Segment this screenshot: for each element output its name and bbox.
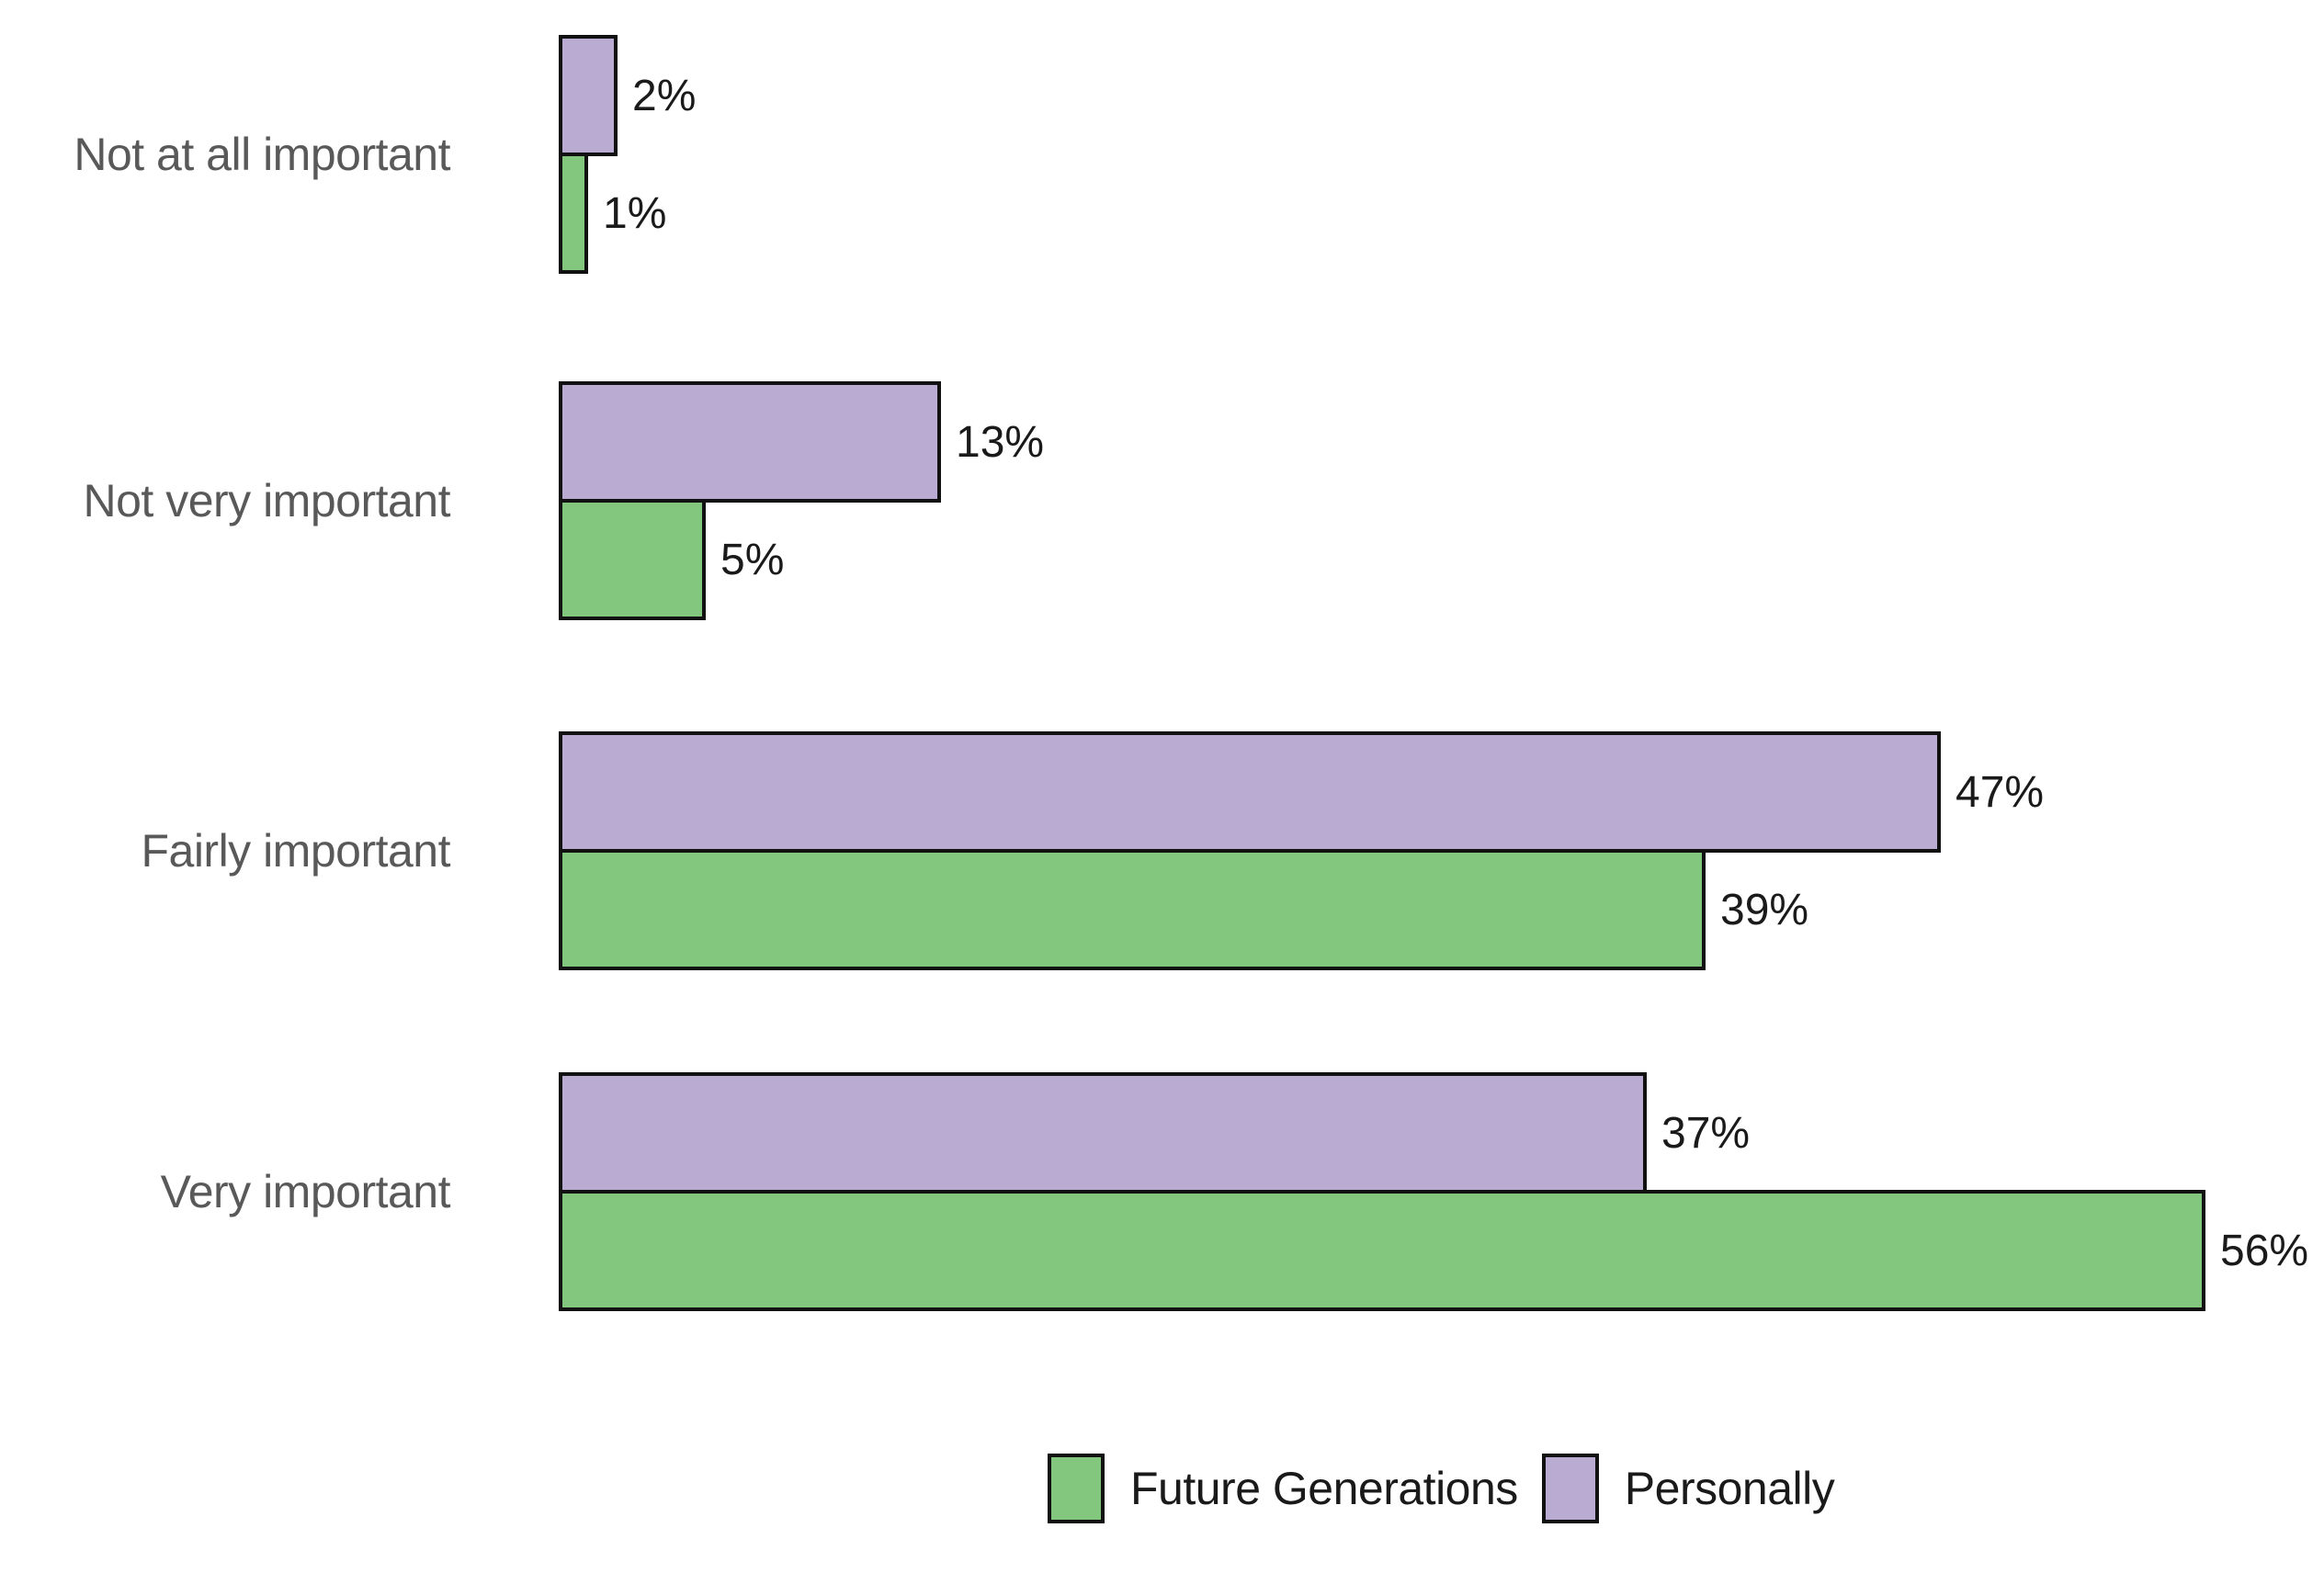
- bar-personally: [559, 731, 1941, 853]
- value-label: 5%: [720, 535, 785, 584]
- bar-group: Not at all important 2% 1%: [0, 35, 2324, 274]
- legend: Future Generations Personally: [1048, 1454, 1835, 1523]
- category-label: Not very important: [83, 475, 451, 526]
- bar-group: Very important 37% 56%: [0, 1072, 2324, 1311]
- bar-group: Fairly important 47% 39%: [0, 731, 2324, 970]
- value-label: 13%: [956, 417, 1045, 467]
- category-label: Fairly important: [141, 825, 450, 877]
- bar-future-generations: [559, 499, 706, 620]
- bar-future-generations: [559, 849, 1706, 970]
- bar-personally: [559, 35, 618, 156]
- category-label: Not at all important: [74, 129, 450, 180]
- bar-future-generations: [559, 1190, 2205, 1311]
- bar-group: Not very important 13% 5%: [0, 381, 2324, 620]
- bar-personally: [559, 381, 941, 503]
- value-label: 56%: [2220, 1226, 2309, 1275]
- legend-label: Future Generations: [1130, 1463, 1518, 1514]
- value-label: 2%: [632, 71, 697, 120]
- category-label: Very important: [160, 1166, 451, 1217]
- value-label: 37%: [1661, 1108, 1751, 1158]
- bar-future-generations: [559, 153, 588, 274]
- bar-personally: [559, 1072, 1647, 1194]
- value-label: 1%: [603, 188, 667, 238]
- value-label: 47%: [1956, 767, 2045, 817]
- value-label: 39%: [1720, 885, 1809, 934]
- legend-label: Personally: [1624, 1463, 1835, 1514]
- legend-entry: Future Generations: [1048, 1454, 1518, 1523]
- legend-swatch-future-generations: [1048, 1454, 1105, 1523]
- legend-swatch-personally: [1541, 1454, 1599, 1523]
- legend-entry: Personally: [1541, 1454, 1835, 1523]
